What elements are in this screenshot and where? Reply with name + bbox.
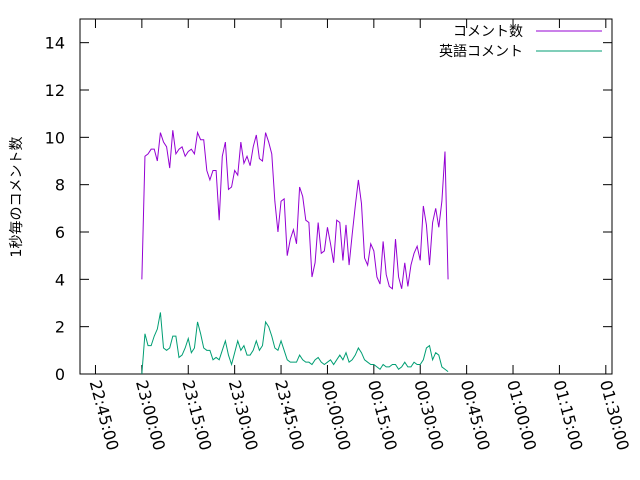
y-tick-label: 10	[45, 128, 65, 147]
y-axis: 0 2 4 6 8 10 12 14	[45, 34, 612, 384]
legend-label: コメント数	[453, 24, 523, 40]
y-tick-label: 8	[55, 176, 65, 195]
y-tick-label: 6	[55, 223, 65, 242]
plot-border	[79, 18, 613, 375]
y-tick-label: 12	[45, 81, 65, 100]
series-line-comments	[141, 130, 449, 290]
x-tick-label: 23:00:00	[132, 378, 169, 452]
series-layer	[141, 130, 449, 375]
y-tick-label: 14	[45, 34, 65, 53]
y-axis-label: 1秒毎のコメント数	[9, 137, 25, 258]
legend-label: 英語コメント	[439, 43, 523, 60]
y-tick-label: 2	[55, 318, 65, 337]
series-line-english-comments	[141, 312, 449, 375]
x-tick-label: 01:30:00	[596, 378, 633, 452]
x-tick-label: 23:45:00	[271, 378, 308, 452]
y-tick-label: 0	[55, 365, 65, 384]
x-tick-label: 01:00:00	[503, 378, 540, 452]
x-tick-label: 23:15:00	[178, 378, 215, 452]
x-axis: 22:45:00 23:00:00 23:15:00 23:30:00 23:45:00…	[86, 19, 633, 452]
y-tick-label: 4	[55, 270, 65, 289]
x-tick-label: 22:45:00	[86, 378, 123, 452]
x-tick-label: 01:15:00	[550, 378, 587, 452]
x-tick-label: 23:30:00	[225, 378, 262, 452]
x-tick-label: 00:15:00	[364, 378, 401, 452]
x-tick-label: 00:45:00	[457, 378, 494, 452]
x-tick-label: 00:00:00	[318, 378, 355, 452]
x-tick-label: 00:30:00	[410, 378, 447, 452]
